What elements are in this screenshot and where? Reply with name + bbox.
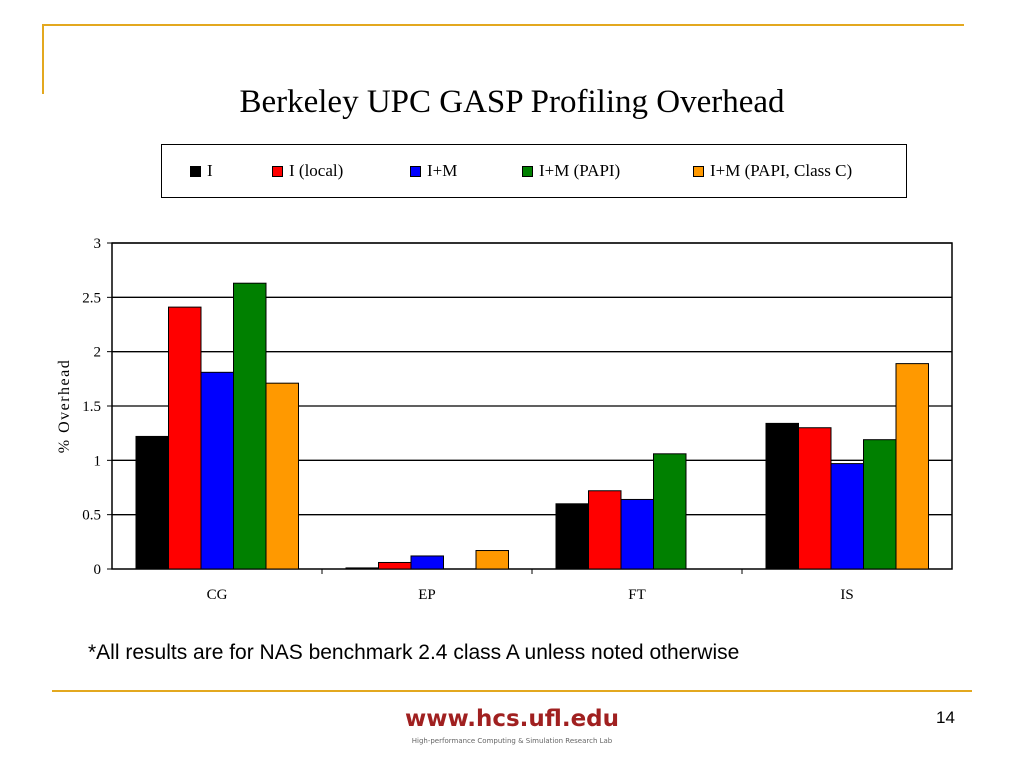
bar-ep-series-2 [410, 555, 444, 570]
bar-ft-series-0 [555, 503, 589, 570]
chart-title: Berkeley UPC GASP Profiling Overhead [239, 84, 785, 120]
legend-swatch-i [190, 165, 201, 177]
legend-label-im-papi-class-c: I+M (PAPI, Class C) [710, 161, 853, 180]
legend-swatch-im-papi [522, 165, 533, 177]
bar-ft-series-1 [588, 490, 622, 570]
legend-label-i: I [207, 161, 213, 180]
bar-cg-series-2 [200, 371, 234, 570]
legend-label-im: I+M [427, 161, 458, 180]
legend-swatch-i-local [272, 165, 283, 177]
footer-lab-name: High-performance Computing & Simulation … [411, 737, 613, 745]
bar-is-series-1 [798, 427, 832, 570]
y-tick-label: 0.5 [82, 508, 101, 524]
bar-ep-series-4 [475, 550, 509, 570]
x-tick-label: EP [418, 587, 436, 603]
y-tick-label: 2 [94, 345, 102, 361]
legend-swatch-im-papi-class-c [693, 165, 704, 177]
x-tick-label: IS [840, 587, 853, 603]
y-tick-label: 3 [94, 236, 102, 252]
legend-label-i-local: I (local) [289, 161, 344, 180]
legend-item-i-local: I (local) [272, 161, 343, 181]
legend-swatch-im [410, 165, 421, 177]
bar-ep-series-0 [345, 567, 379, 570]
bar-layer [135, 282, 929, 570]
bar-cg-series-1 [168, 306, 202, 570]
x-tick-label: CG [207, 587, 228, 603]
bar-is-series-4 [895, 363, 929, 570]
bar-cg-series-4 [265, 382, 299, 570]
left-accent-line [42, 24, 44, 94]
top-accent-line [42, 24, 964, 26]
axis-layer: 0 0.5 1 1.5 2 2.5 3 CG EP FT IS [82, 236, 853, 603]
legend-item-im-papi-class-c: I+M (PAPI, Class C) [693, 161, 852, 181]
y-tick-label: 1 [94, 453, 102, 469]
legend-label-im-papi: I+M (PAPI) [539, 161, 621, 180]
footer-accent-line [52, 690, 972, 692]
bar-ft-series-3 [653, 453, 687, 570]
chart-legend: I I (local) I+M I+M (PAPI) I+M (PAPI, Cl… [161, 144, 907, 198]
bar-ep-series-1 [378, 561, 412, 570]
y-tick-label: 1.5 [82, 399, 101, 415]
bar-is-series-0 [765, 422, 799, 570]
bar-cg-series-0 [135, 435, 169, 570]
bar-chart: 0 0.5 1 1.5 2 2.5 3 CG EP FT IS % Overhead [56, 236, 953, 603]
y-tick-label: 2.5 [82, 290, 101, 306]
bar-is-series-2 [830, 463, 864, 570]
footer-url[interactable]: www.hcs.ufl.edu [404, 706, 620, 732]
legend-item-im-papi: I+M (PAPI) [522, 161, 620, 181]
y-tick-label: 0 [94, 562, 102, 578]
bar-cg-series-3 [233, 282, 267, 570]
y-axis-label: % Overhead [56, 359, 73, 454]
bar-is-series-3 [863, 439, 897, 570]
x-tick-label: FT [628, 587, 646, 603]
page-number: 14 [936, 708, 955, 727]
bar-ft-series-2 [620, 498, 654, 570]
footnote: *All results are for NAS benchmark 2.4 c… [88, 641, 740, 664]
legend-item-im: I+M [410, 161, 457, 181]
legend-item-i: I [190, 161, 213, 181]
